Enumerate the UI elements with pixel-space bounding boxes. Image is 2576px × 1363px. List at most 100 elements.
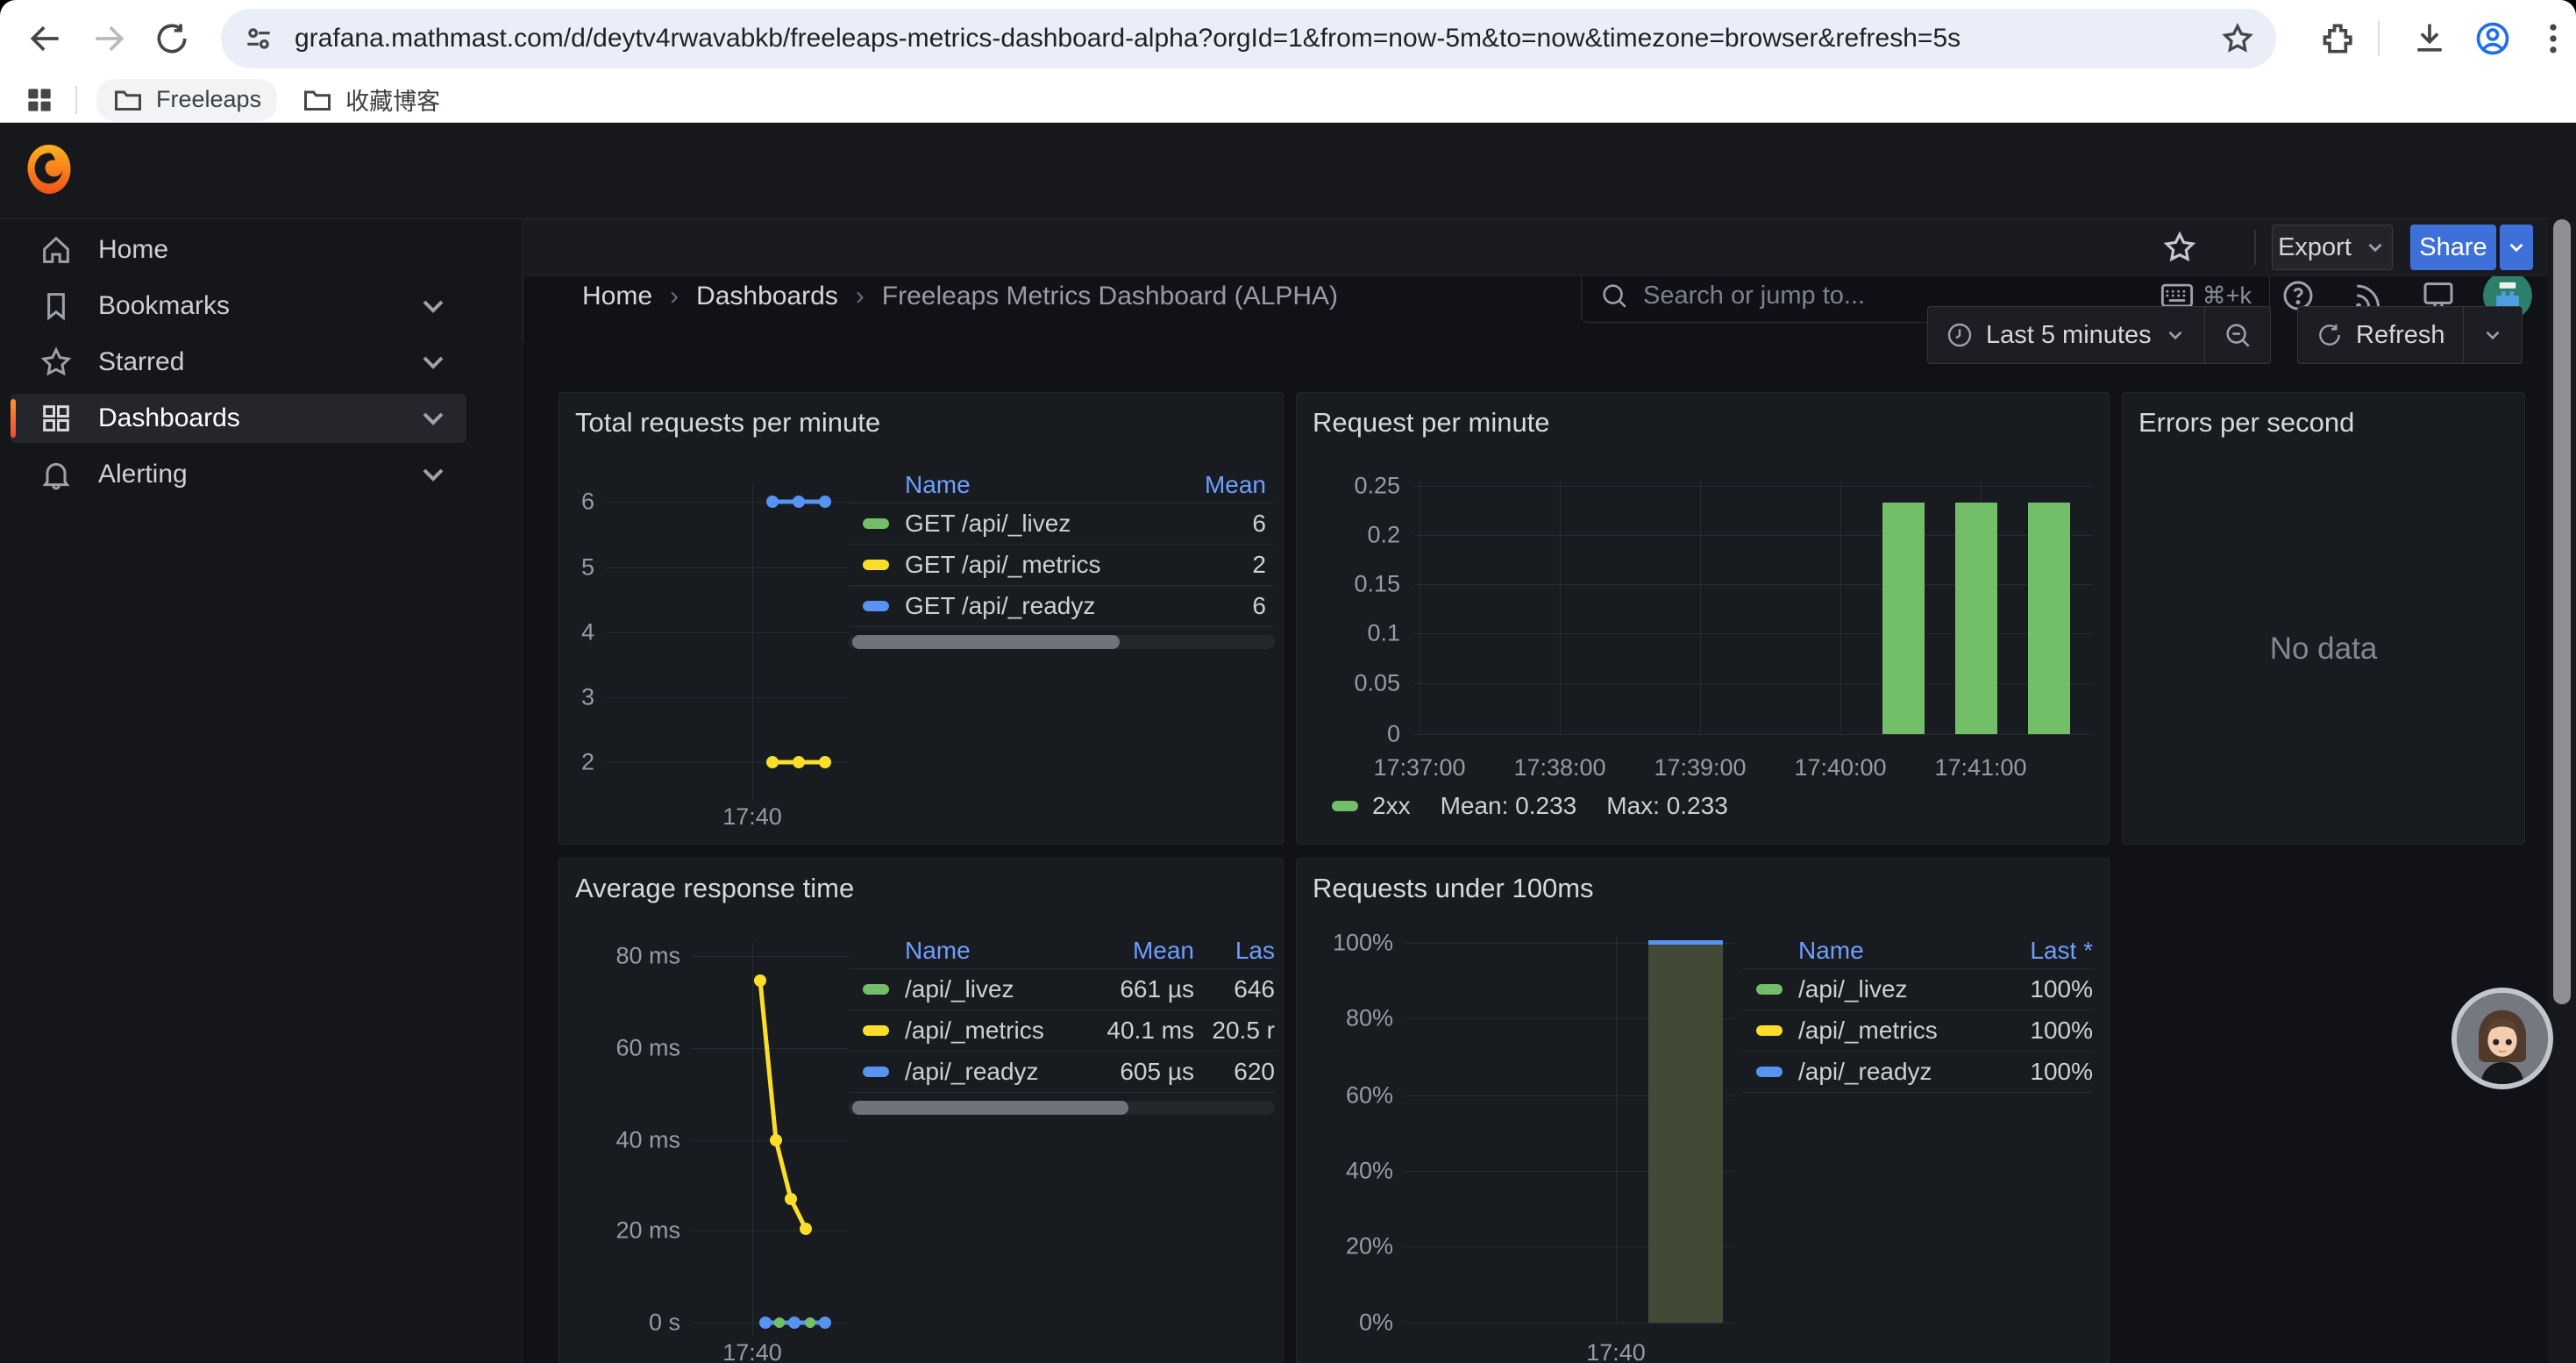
browser-menu-icon[interactable] bbox=[2534, 19, 2572, 58]
legend-item[interactable]: 2xx bbox=[1332, 792, 1411, 820]
sidebar-item-starred[interactable]: Starred bbox=[11, 338, 466, 387]
address-bar[interactable]: grafana.mathmast.com/d/deytv4rwavabkb/fr… bbox=[221, 9, 2276, 68]
y-tick: 0.15 bbox=[1354, 570, 1400, 597]
sidebar-item-bookmarks[interactable]: Bookmarks bbox=[11, 282, 466, 331]
legend-row[interactable]: /api/_metrics 40.1 ms 20.5 r bbox=[849, 1010, 1275, 1052]
scrollbar-thumb[interactable] bbox=[852, 635, 1120, 649]
y-tick: 0 bbox=[1386, 720, 1400, 747]
share-button[interactable]: Share bbox=[2410, 225, 2496, 270]
browser-toolbar: grafana.mathmast.com/d/deytv4rwavabkb/fr… bbox=[0, 0, 2576, 77]
zoom-out-button[interactable] bbox=[2205, 307, 2270, 363]
bookmarks-divider bbox=[75, 85, 77, 114]
chevron-down-icon[interactable] bbox=[416, 289, 451, 324]
scrollbar-thumb[interactable] bbox=[2553, 219, 2571, 1004]
y-tick: 20 ms bbox=[616, 1217, 680, 1244]
forward-icon[interactable] bbox=[89, 19, 128, 58]
button-divider bbox=[2462, 307, 2465, 363]
legend-row[interactable]: /api/_readyz 605 µs 620 bbox=[849, 1052, 1275, 1093]
legend-scrollbar[interactable] bbox=[849, 635, 1275, 649]
url-text[interactable]: grafana.mathmast.com/d/deytv4rwavabkb/fr… bbox=[295, 24, 1961, 53]
panel-total-requests-per-minute[interactable]: Total requests per minute 6 5 4 3 2 17:4… bbox=[559, 392, 1284, 845]
y-tick: 0.1 bbox=[1367, 619, 1400, 646]
active-indicator bbox=[11, 399, 16, 438]
legend-row[interactable]: /api/_readyz 100% bbox=[1742, 1052, 2093, 1093]
panel-title[interactable]: Request per minute bbox=[1313, 407, 1550, 438]
extensions-icon[interactable] bbox=[2320, 19, 2359, 58]
share-menu-button[interactable] bbox=[2500, 225, 2533, 270]
bookmark-label: Freeleaps bbox=[156, 86, 262, 112]
legend-row[interactable]: /api/_livez 661 µs 646 bbox=[849, 969, 1275, 1010]
legend-header: Name Mean Las bbox=[849, 932, 1275, 969]
apps-grid-icon[interactable] bbox=[23, 83, 56, 117]
legend-header-mean[interactable]: Mean bbox=[1132, 936, 1194, 964]
bell-icon bbox=[39, 457, 74, 492]
assistant-avatar[interactable] bbox=[2451, 988, 2553, 1089]
panel-average-response-time[interactable]: Average response time 80 ms 60 ms 40 ms … bbox=[559, 858, 1284, 1363]
legend-scrollbar[interactable] bbox=[849, 1101, 1275, 1115]
legend-row[interactable]: /api/_livez 100% bbox=[1742, 969, 2093, 1010]
legend-header-last[interactable]: Las bbox=[1235, 936, 1275, 964]
chevron-down-icon[interactable] bbox=[416, 457, 451, 492]
line-chart bbox=[754, 974, 831, 1329]
series-color-pill bbox=[863, 1067, 889, 1077]
time-range-picker[interactable]: Last 5 minutes bbox=[1928, 307, 2204, 363]
legend-header-name[interactable]: Name bbox=[905, 936, 971, 964]
page-scrollbar[interactable] bbox=[2548, 123, 2576, 1363]
y-tick: 40 ms bbox=[616, 1126, 680, 1153]
panel-title[interactable]: Average response time bbox=[575, 873, 855, 903]
panel-request-per-minute[interactable]: Request per minute 0.25 0.2 0.15 0.1 0.0… bbox=[1296, 392, 2110, 845]
bookmark-folder-freeleaps[interactable]: Freeleaps bbox=[96, 78, 278, 121]
line-chart bbox=[766, 496, 831, 768]
reload-icon[interactable] bbox=[153, 19, 191, 58]
breadcrumb-dashboards[interactable]: Dashboards bbox=[696, 282, 838, 310]
legend-header-name[interactable]: Name bbox=[905, 470, 971, 498]
bookmarks-bar: Freeleaps 收藏博客 bbox=[0, 77, 2576, 123]
series-color-pill bbox=[1756, 1025, 1783, 1036]
chevron-down-icon[interactable] bbox=[416, 401, 451, 436]
back-icon[interactable] bbox=[26, 19, 65, 58]
legend-row[interactable]: GET /api/_livez 6 bbox=[849, 503, 1275, 545]
legend-row[interactable]: GET /api/_readyz 6 bbox=[849, 586, 1275, 627]
sidebar-item-home[interactable]: Home bbox=[11, 225, 466, 275]
chevron-down-icon[interactable] bbox=[416, 345, 451, 380]
scrollbar-thumb[interactable] bbox=[852, 1101, 1128, 1115]
legend-header-last[interactable]: Last * bbox=[2030, 936, 2093, 964]
export-button[interactable]: Export bbox=[2272, 225, 2393, 270]
refresh-button[interactable]: Refresh bbox=[2298, 307, 2463, 363]
legend-header: Name Mean bbox=[849, 467, 1275, 503]
panel-errors-per-second[interactable]: Errors per second No data bbox=[2122, 392, 2525, 845]
profile-icon[interactable] bbox=[2473, 19, 2512, 58]
y-tick: 3 bbox=[580, 683, 594, 710]
panel-title[interactable]: Errors per second bbox=[2138, 407, 2355, 438]
y-tick: 0% bbox=[1358, 1309, 1393, 1336]
bookmark-folder-blogs[interactable]: 收藏博客 bbox=[286, 77, 456, 122]
legend-header: Name Last * bbox=[1742, 932, 2093, 969]
sidebar-item-alerting[interactable]: Alerting bbox=[11, 450, 466, 499]
home-icon bbox=[39, 232, 74, 268]
favorite-star-icon[interactable] bbox=[2161, 229, 2198, 266]
refresh-icon bbox=[2316, 321, 2344, 349]
legend-max: Max: 0.233 bbox=[1606, 792, 1728, 819]
site-settings-icon[interactable] bbox=[242, 22, 275, 55]
refresh-interval-button[interactable] bbox=[2464, 307, 2522, 363]
dashboards-grid-icon bbox=[39, 401, 74, 436]
legend-row[interactable]: GET /api/_metrics 2 bbox=[849, 545, 1275, 586]
panel-title[interactable]: Total requests per minute bbox=[575, 407, 881, 438]
grafana-logo[interactable] bbox=[25, 142, 74, 196]
x-tick: 17:40 bbox=[1586, 1339, 1646, 1363]
legend-header-mean[interactable]: Mean bbox=[1204, 470, 1266, 498]
bookmark-icon bbox=[39, 289, 74, 324]
legend-header-name[interactable]: Name bbox=[1798, 936, 1864, 964]
sidebar-nav: Home Bookmarks Starred Dashboards Alerti… bbox=[0, 219, 523, 1363]
breadcrumb-home[interactable]: Home bbox=[582, 282, 653, 310]
y-tick: 0.2 bbox=[1367, 521, 1400, 548]
download-icon[interactable] bbox=[2410, 19, 2449, 58]
panel-requests-under-100ms[interactable]: Requests under 100ms 100% 80% 60% 40% 20… bbox=[1296, 858, 2110, 1363]
sidebar-item-dashboards[interactable]: Dashboards bbox=[11, 394, 466, 443]
legend-row[interactable]: /api/_metrics 100% bbox=[1742, 1010, 2093, 1052]
bookmark-star-icon[interactable] bbox=[2220, 21, 2255, 56]
refresh-controls: Refresh bbox=[2297, 306, 2523, 364]
panel-title[interactable]: Requests under 100ms bbox=[1313, 873, 1594, 903]
folder-icon bbox=[112, 84, 144, 116]
